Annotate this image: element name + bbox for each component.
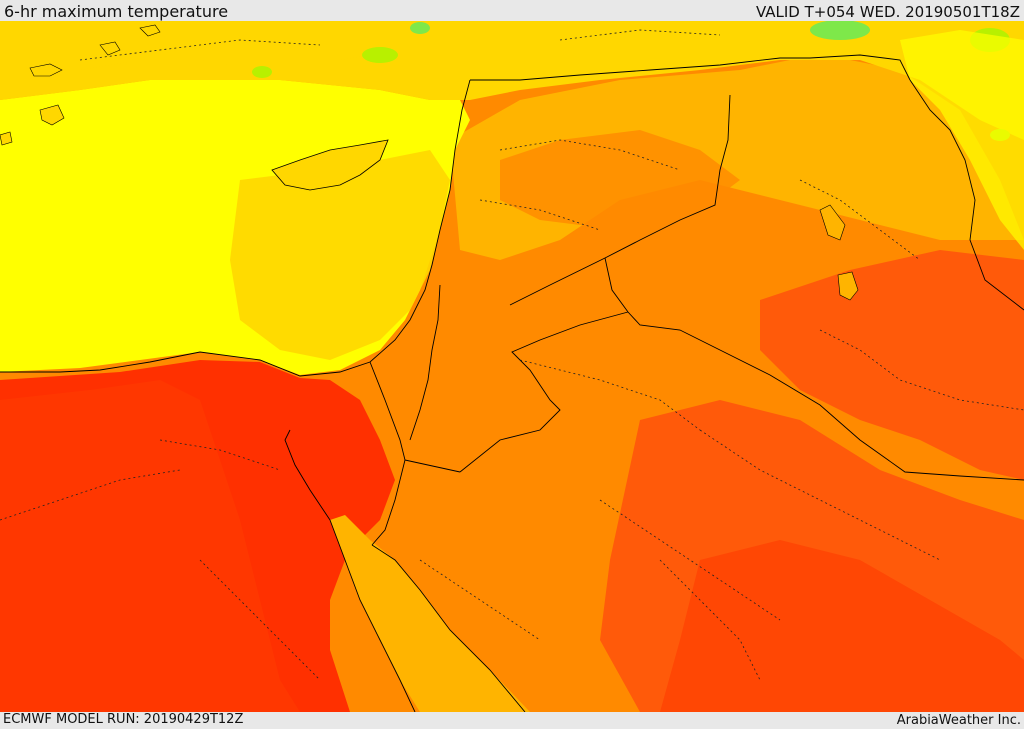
map-header: 6-hr maximum temperature VALID T+054 WED… — [0, 0, 1024, 21]
hotter-zone-egypt-inner — [0, 380, 300, 712]
temperature-map[interactable] — [0, 21, 1024, 712]
province-boundaries — [0, 29, 1024, 681]
cool-patch-4 — [410, 22, 430, 34]
warm-zone-east-med — [230, 150, 450, 360]
credit-text: ArabiaWeather Inc. — [896, 713, 1021, 728]
hotter-zone-iraq — [760, 250, 1024, 480]
hottest-zone-saudi — [660, 540, 1024, 712]
red-sea — [330, 515, 530, 712]
map-title: 6-hr maximum temperature — [4, 2, 229, 21]
cool-patch-1 — [810, 21, 870, 40]
aegean-islands — [0, 24, 161, 146]
lake-razazza — [837, 271, 859, 301]
cyprus-island — [271, 139, 389, 191]
valid-time: VALID T+054 WED. 20190501T18Z — [755, 3, 1020, 21]
mild-zone-turkey-coast — [0, 21, 420, 80]
country-borders — [0, 54, 1024, 712]
mild-zone-northeast — [900, 30, 1024, 250]
cool-patch-3 — [362, 47, 398, 63]
lake-tharthar — [819, 204, 846, 241]
map-footer: ECMWF MODEL RUN: 20190429T12Z ArabiaWeat… — [0, 712, 1024, 729]
cool-patch-5 — [252, 66, 272, 78]
model-run: ECMWF MODEL RUN: 20190429T12Z — [3, 712, 244, 727]
hot-zone-syria-desert — [500, 130, 740, 230]
